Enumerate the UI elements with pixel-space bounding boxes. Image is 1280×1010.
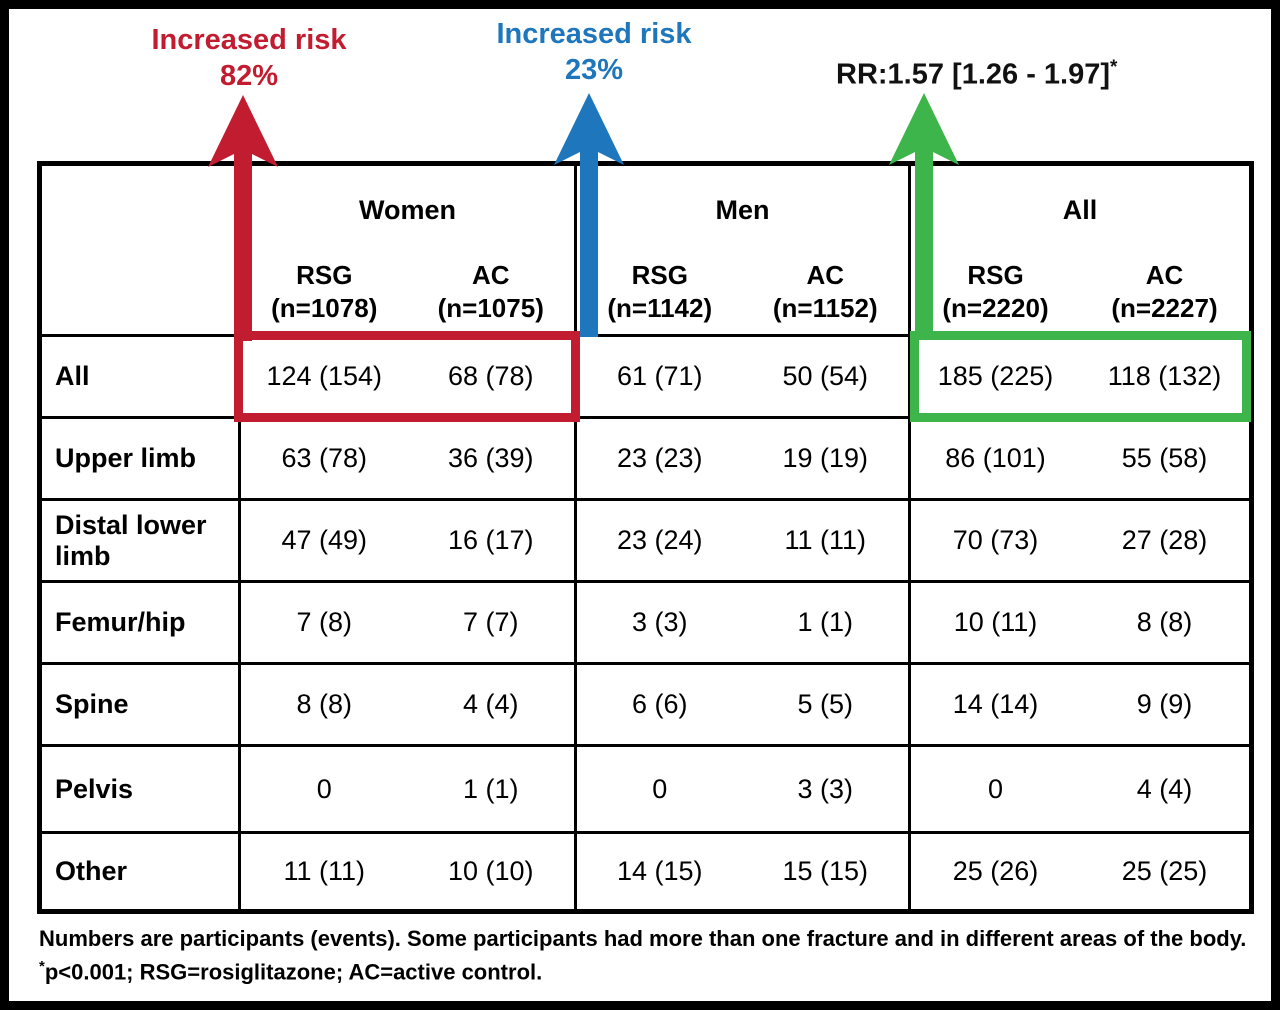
table-header-row: Women RSG (n=1078) AC (n=1075) Men (42, 166, 1249, 334)
cell-all-ac: 55 (58) (1121, 443, 1208, 473)
annotation-relative-risk: RR:1.57 [1.26 - 1.97]* (836, 50, 1117, 93)
annotation-increased-risk-men: Increased risk 23% (469, 16, 719, 88)
col-header-all-rsg: RSG (n=2220) (942, 260, 1049, 323)
cell-women-rsg: 0 (316, 773, 332, 804)
cell-women-rsg: 63 (78) (281, 443, 368, 473)
cell-all-rsg: 185 (225) (937, 361, 1054, 391)
col-header-women-ac: AC (n=1075) (437, 260, 544, 323)
cell-women-ac: 10 (10) (447, 856, 534, 886)
cell-women-ac: 16 (17) (447, 525, 534, 555)
table-row-upper-limb: Upper limb 63 (78) 36 (39) 23 (23) 19 (1… (42, 416, 1249, 498)
women-all-row-highlight-box (234, 331, 580, 422)
annotation-increased-risk-women: Increased risk 82% (124, 22, 374, 94)
cell-all-rsg: 70 (73) (952, 525, 1039, 555)
group-header-women: Women RSG (n=1078) AC (n=1075) (241, 166, 577, 334)
annotation-blue-line1: Increased risk (496, 18, 692, 50)
table-row-pelvis: Pelvis 0 1 (1) 0 3 (3) 0 4 (4) (42, 744, 1249, 831)
cell-all-ac: 27 (28) (1121, 525, 1208, 555)
rr-asterisk: * (1110, 57, 1118, 78)
cell-men-ac: 15 (15) (782, 856, 869, 886)
footnote-pvalue: *p<0.001; RSG=rosiglitazone; AC=active c… (39, 958, 543, 985)
cell-men-rsg: 3 (3) (631, 607, 688, 637)
row-label: Spine (42, 665, 241, 744)
red-arrow-icon (208, 95, 278, 341)
group-name: All (1062, 195, 1098, 225)
cell-all-ac: 9 (9) (1136, 689, 1193, 719)
cell-men-rsg: 61 (71) (616, 361, 703, 391)
cell-all-ac: 8 (8) (1136, 607, 1193, 637)
group-header-men: Men RSG (n=1142) AC (n=1152) (577, 166, 911, 334)
cell-all-rsg: 10 (11) (953, 607, 1038, 637)
cell-women-rsg: 47 (49) (281, 525, 368, 555)
cell-all-ac: 118 (132) (1107, 361, 1222, 391)
group-header-all: All RSG (n=2220) AC (n=2227) (911, 166, 1249, 334)
table-row-distal-lower-limb: Distal lower limb 47 (49) 16 (17) 23 (24… (42, 498, 1249, 580)
all-all-row-highlight-box (910, 331, 1251, 422)
cell-all-ac: 4 (4) (1136, 773, 1193, 804)
footnote-asterisk: * (39, 958, 45, 975)
cell-women-rsg: 11 (11) (283, 856, 366, 886)
cell-women-ac: 1 (1) (462, 773, 519, 804)
footnote-numbers: Numbers are participants (events). Some … (39, 926, 1247, 951)
cell-all-ac: 25 (25) (1121, 856, 1208, 886)
cell-all-rsg: 86 (101) (945, 443, 1046, 473)
col-header-all-ac: AC (n=2227) (1111, 260, 1218, 323)
row-label: Pelvis (42, 747, 241, 831)
table-row-femur-hip: Femur/hip 7 (8) 7 (7) 3 (3) 1 (1) 10 (11… (42, 580, 1249, 662)
cell-women-rsg: 8 (8) (296, 689, 353, 719)
rr-text: RR:1.57 [1.26 - 1.97] (836, 58, 1111, 91)
cell-women-ac: 7 (7) (462, 607, 519, 637)
cell-men-ac: 5 (5) (797, 689, 854, 719)
group-name: Women (358, 195, 456, 225)
cell-men-ac: 19 (19) (782, 443, 869, 473)
row-label: Femur/hip (42, 583, 241, 662)
cell-men-rsg: 23 (23) (616, 443, 703, 473)
annotation-red-percent: 82% (219, 60, 279, 92)
cell-men-ac: 1 (1) (797, 607, 854, 637)
cell-women-ac: 4 (4) (462, 689, 519, 719)
cell-women-rsg: 7 (8) (296, 607, 353, 637)
cell-men-rsg: 6 (6) (631, 689, 688, 719)
cell-all-rsg: 0 (987, 773, 1004, 804)
row-label: All (42, 337, 241, 416)
cell-men-rsg: 23 (24) (616, 525, 703, 555)
row-label: Distal lower limb (42, 501, 241, 580)
cell-men-ac: 3 (3) (797, 773, 854, 804)
table-row-other: Other 11 (11) 10 (10) 14 (15) 15 (15) 25… (42, 831, 1249, 909)
cell-men-ac: 11 (11) (784, 525, 867, 555)
col-header-men-ac: AC (n=1152) (772, 260, 878, 323)
col-header-men-rsg: RSG (n=1142) (607, 260, 713, 323)
group-name: Men (715, 195, 770, 225)
cell-women-ac: 68 (78) (447, 361, 534, 391)
annotation-red-line1: Increased risk (151, 24, 347, 56)
cell-men-rsg: 14 (15) (616, 856, 703, 886)
table-row-all: All 124 (154) 68 (78) 61 (71) 50 (54) 18… (42, 334, 1249, 416)
cell-all-rsg: 25 (26) (952, 856, 1039, 886)
blue-arrow-icon (554, 93, 624, 337)
cell-men-rsg: 0 (652, 773, 668, 804)
green-arrow-icon (889, 93, 959, 339)
cell-women-ac: 36 (39) (447, 443, 534, 473)
row-label: Other (42, 834, 241, 909)
col-header-women-rsg: RSG (n=1078) (271, 260, 378, 323)
cell-all-rsg: 14 (14) (952, 689, 1039, 719)
cell-men-ac: 50 (54) (782, 361, 869, 391)
figure-footnotes: Numbers are participants (events). Some … (39, 925, 1247, 985)
annotation-blue-percent: 23% (564, 54, 624, 86)
row-label: Upper limb (42, 419, 241, 498)
table-row-spine: Spine 8 (8) 4 (4) 6 (6) 5 (5) 14 (14) 9 … (42, 662, 1249, 744)
fracture-table: Women RSG (n=1078) AC (n=1075) Men (37, 161, 1254, 914)
cell-women-rsg: 124 (154) (266, 361, 383, 391)
